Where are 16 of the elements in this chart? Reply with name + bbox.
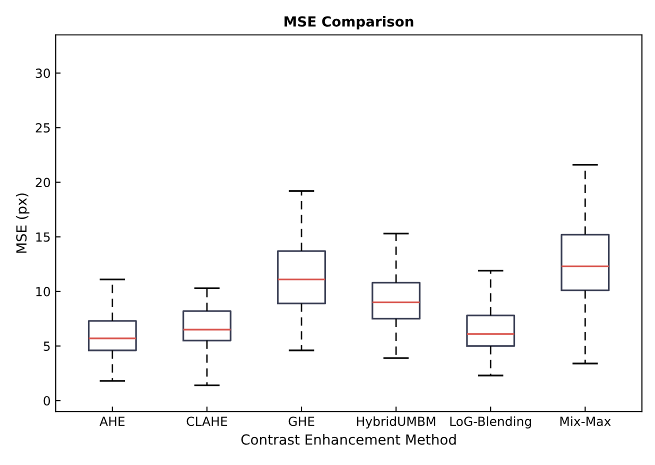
y-tick-label: 15 <box>36 232 50 242</box>
x-tick-label: AHE <box>100 416 125 426</box>
chart-title: MSE Comparison <box>284 16 414 30</box>
y-tick-label: 5 <box>44 342 50 351</box>
x-tick-label: HybridUMBM <box>357 416 436 428</box>
y-tick-label: 0 <box>44 396 50 406</box>
x-tick-label: Mix-Max <box>560 416 611 426</box>
x-tick-label: GHE <box>288 416 314 426</box>
y-axis-title: MSE (px) <box>16 193 30 253</box>
y-tick-label: 20 <box>36 178 50 188</box>
x-tick-label: CLAHE <box>186 416 228 426</box>
y-tick-label: 25 <box>36 123 50 133</box>
y-tick-label: 10 <box>36 286 50 296</box>
x-axis-title: Contrast Enhancement Method <box>241 434 456 445</box>
x-tick-label: LoG-Blending <box>450 416 532 428</box>
y-tick-label: 30 <box>36 68 50 78</box>
